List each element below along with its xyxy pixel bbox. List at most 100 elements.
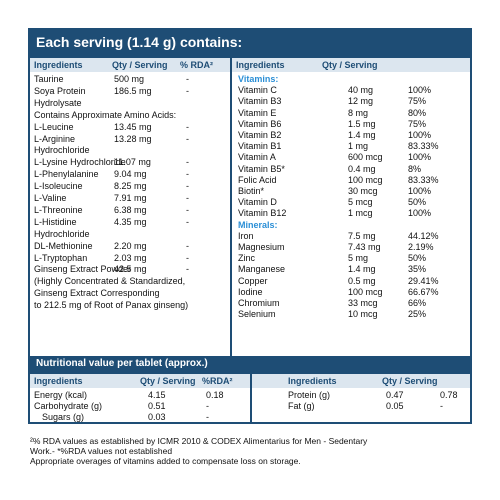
ingredient-qty: 30 mcg [348,186,378,196]
ingredient-rda: 2.19% [408,242,434,252]
ingredient-qty: 600 mcg [348,152,383,163]
ingredient-name: L-Lysine Hydrochloride [34,157,126,168]
ingredient-name: Iodine [238,286,263,297]
ingredient-qty: 2.03 mg [114,252,147,263]
ingredient-qty: 40 mg [348,85,374,96]
ingredients-panel: Ingredients Qty / Serving % RDA² Ingredi… [28,56,472,364]
ingredient-name: Ginseng Extract Corresponding [34,288,160,299]
ingredient-rda: 80% [408,107,427,118]
ingredient-name: Vitamin D [238,197,277,208]
ingredient-qty: 500 mg [114,74,145,84]
footnote-not-established: Work.- *%RDA values not established [30,446,173,456]
ingredient-rda: - [440,401,443,411]
ingredient-qty: 186.5 mg [114,85,152,96]
ingredient-name: Vitamin E [238,107,277,118]
ingredient-qty: 1 mcg [348,208,373,219]
ingredient-qty: 5 mcg [348,197,373,208]
ingredient-qty: 4.15 [148,390,166,400]
ingredient-name: Vitamin B1 [238,141,282,152]
ingredient-qty: 0.4 mg [348,163,376,174]
ingredient-qty: 0.51 [148,401,166,411]
ingredient-rda: - [186,252,189,263]
ingredient-rda: - [186,181,189,192]
ingredient-name: Vitamin B12 [238,208,287,219]
nutrition-left-header: Ingredients Qty / Serving %RDA² [30,374,250,388]
ingredient-name: Vitamin B6 [238,118,282,129]
footnotes: ²% RDA values as established by ICMR 201… [30,436,470,466]
ingredient-name: L-Valine [34,193,67,203]
ingredient-rda: 29.41% [408,275,439,286]
nutrition-header-rda: %RDA² [202,376,233,386]
ingredient-rda: - [206,401,209,411]
serving-header: Each serving (1.14 g) contains: [28,28,472,56]
ingredient-name: Vitamin B5* [238,163,285,174]
left-header-ingredients: Ingredients [34,60,83,70]
ingredient-name: L-Tryptophan [34,252,88,263]
ingredient-rda: 83.33% [408,174,439,185]
ingredient-qty: 4.35 mg [114,216,147,227]
ingredient-rda: - [206,412,209,422]
ingredient-qty: 12 mg [348,96,374,107]
ingredient-name: Selenium [238,309,276,320]
ingredient-name: Fat (g) [288,401,315,411]
ingredient-name: Sugars (g) [42,412,85,422]
ingredient-name: Contains Approximate Amino Acids: [34,109,177,120]
nutrition-title: Nutritional value per tablet (approx.) [36,358,208,369]
footnote-rda: ²% RDA values as established by ICMR 201… [30,436,368,446]
ingredient-name: Magnesium [238,242,285,252]
ingredient-name: Ginseng Extract Powder [34,264,132,275]
ingredient-name: Vitamin B2 [238,130,282,140]
ingredient-qty: 13.28 mg [114,133,152,144]
nutrition-right-header-ingredients: Ingredients [288,376,337,386]
ingredient-qty: 11.07 mg [114,157,151,168]
ingredient-rda: 66% [408,298,427,308]
ingredient-name: to 212.5 mg of Root of Panax ginseng) [34,300,189,311]
nutrition-header-ingredients: Ingredients [34,376,83,386]
nutrition-right-header: Ingredients Qty / Serving [252,374,470,388]
ingredient-qty: 0.03 [148,412,166,422]
ingredient-qty: 7.91 mg [114,193,147,203]
ingredient-name: Taurine [34,74,64,84]
ingredient-qty: 5 mg [348,253,369,264]
ingredient-rda: 100% [408,208,432,219]
ingredient-name: L-Leucine [34,121,74,132]
ingredient-name: L-Histidine [34,216,77,227]
ingredient-qty: 1.4 mg [348,130,376,140]
ingredient-rda: - [186,133,189,144]
serving-title: Each serving (1.14 g) contains: [36,34,243,50]
ingredient-name: Protein (g) [288,390,331,400]
ingredient-rda: 75% [408,118,427,129]
ingredient-qty: 1.5 mg [348,118,376,129]
ingredient-qty: 2.20 mg [114,240,147,251]
ingredient-name: L-Isoleucine [34,181,83,192]
ingredient-qty: 42.5 mg [114,264,147,275]
ingredient-qty: 1.4 mg [348,264,376,275]
ingredient-name: Minerals: [238,219,278,230]
right-column-header: Ingredients Qty / Serving [232,58,470,72]
ingredient-name: Vitamin A [238,152,276,163]
ingredient-name: Energy (kcal) [34,390,88,400]
ingredient-rda: 66.67% [408,286,439,297]
right-header-qty: Qty / Serving [322,60,378,70]
nutrition-header-qty: Qty / Serving [140,376,196,386]
ingredient-name: Zinc [238,253,256,264]
ingredient-rda: 25% [408,309,427,320]
ingredient-name: Chromium [238,298,280,308]
ingredient-name: Hydrolysate [34,97,82,108]
ingredient-rda: - [186,85,189,96]
ingredient-qty: 0.05 [386,401,404,411]
ingredient-qty: 33 mcg [348,298,378,308]
ingredient-name: Manganese [238,264,286,275]
ingredient-rda: - [186,216,189,227]
column-divider [230,58,232,362]
ingredient-rda: - [186,264,189,275]
ingredient-rda: 35% [408,264,427,275]
footnote-overages: Appropriate overages of vitamins added t… [30,456,301,466]
ingredient-qty: 100 mcg [348,174,383,185]
ingredient-rda: 0.78 [440,390,458,400]
nutrition-right-header-qty: Qty / Serving [382,376,438,386]
ingredient-qty: 13.45 mg [114,121,152,132]
ingredient-rda: 100% [408,186,432,196]
ingredient-name: L-Phenylalanine [34,169,99,180]
ingredient-rda: - [186,169,189,180]
